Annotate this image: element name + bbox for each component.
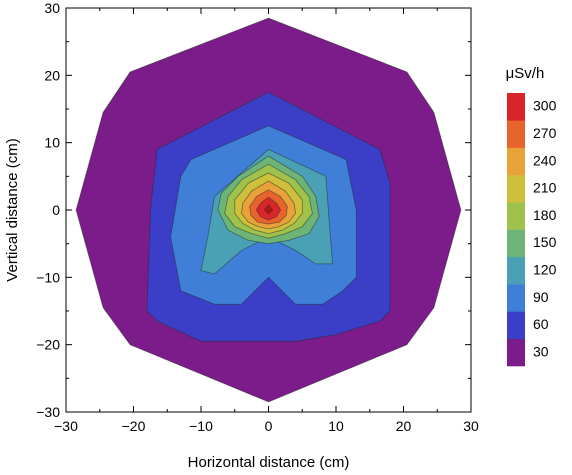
x-tick-label: 0	[265, 418, 273, 434]
y-tick-label: −30	[36, 404, 60, 420]
colorbar-label: 300	[533, 98, 557, 114]
colorbar-label: 210	[533, 180, 557, 196]
y-tick-label: 30	[44, 0, 60, 16]
colorbar-label: 150	[533, 234, 557, 250]
colorbar-swatch-240	[507, 147, 525, 176]
y-tick-label: 20	[44, 67, 60, 83]
colorbar-swatch-150	[507, 229, 525, 258]
colorbar-label: 270	[533, 125, 557, 141]
colorbar-label: 30	[533, 343, 549, 359]
colorbar-swatch-90	[507, 284, 525, 312]
colorbar-swatch-60	[507, 311, 525, 339]
colorbar-title: μSv/h	[506, 65, 545, 82]
colorbar-label: 240	[533, 152, 557, 168]
x-tick-label: −20	[122, 418, 146, 434]
colorbar-swatch-210	[507, 174, 525, 203]
contour-regions	[75, 17, 462, 403]
colorbar-swatch-30	[507, 338, 525, 367]
colorbar-swatch-120	[507, 256, 525, 285]
x-tick-label: −30	[54, 418, 78, 434]
y-tick-label: −10	[36, 269, 60, 285]
colorbar-swatch-270	[507, 120, 525, 148]
colorbar-swatch-300	[507, 93, 525, 121]
y-tick-label: 10	[44, 135, 60, 151]
colorbar: μSv/h 30 60 90 120 150 180 210 240 270 300	[506, 65, 557, 367]
y-tick-label: −20	[36, 337, 60, 353]
colorbar-label: 90	[533, 289, 549, 305]
axes: −30 −20 −10 0 10 20 30 −30 −20 −10 0 10 20 30	[36, 0, 479, 434]
x-axis-title: Horizontal distance (cm)	[188, 454, 350, 471]
contour-region-300	[263, 203, 274, 215]
x-tick-label: 10	[328, 418, 344, 434]
colorbar-label: 120	[533, 262, 557, 278]
colorbar-swatch-180	[507, 202, 525, 230]
y-tick-label: 0	[52, 202, 60, 218]
x-tick-label: 30	[463, 418, 479, 434]
x-tick-label: 20	[396, 418, 412, 434]
x-tick-label: −10	[189, 418, 213, 434]
colorbar-label: 60	[533, 316, 549, 332]
colorbar-label: 180	[533, 207, 557, 223]
y-axis-title: Vertical distance (cm)	[4, 138, 21, 281]
